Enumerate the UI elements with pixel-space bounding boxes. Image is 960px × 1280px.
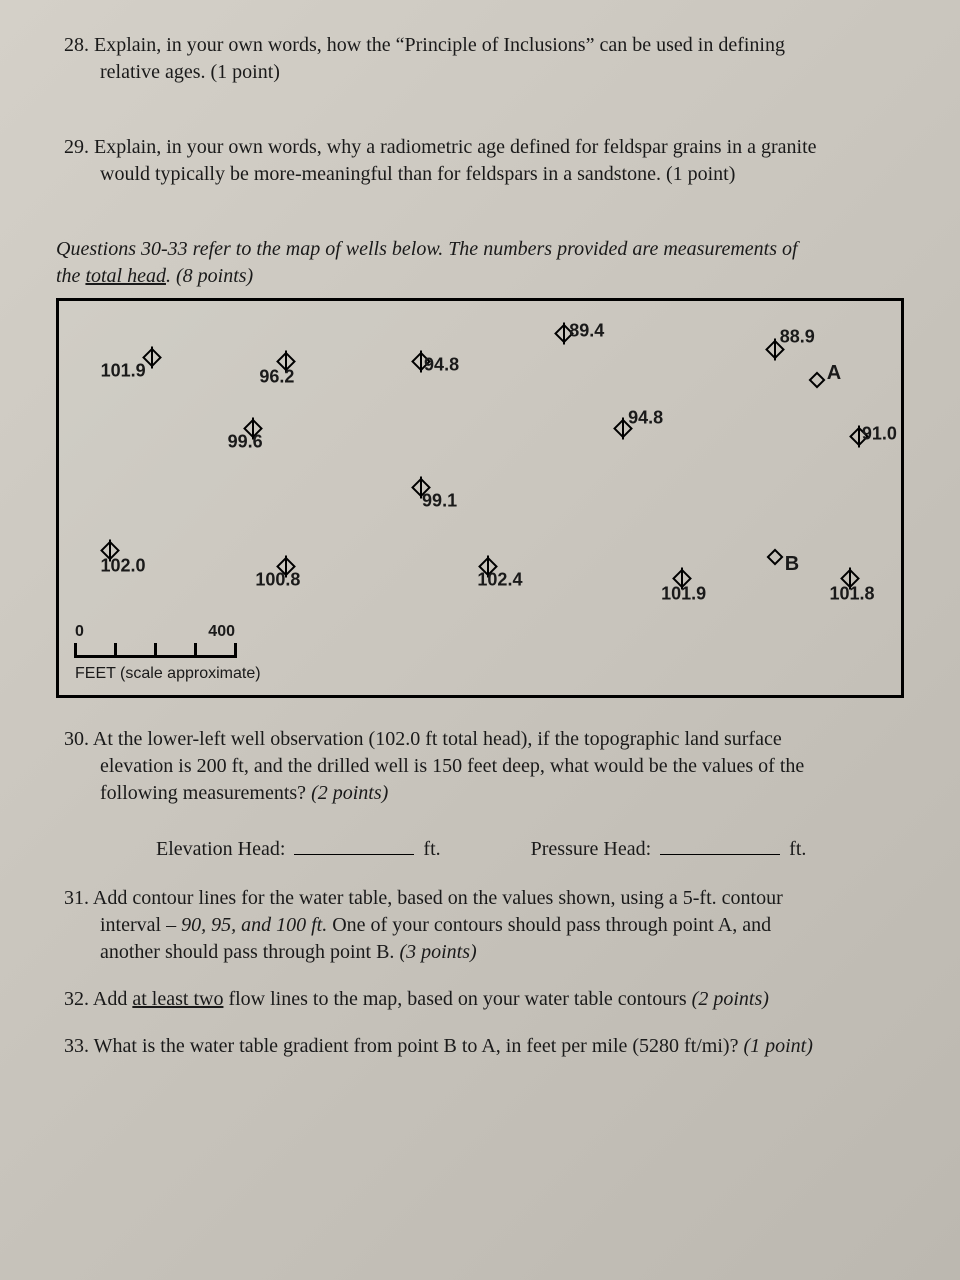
scale-left: 0 (75, 623, 84, 641)
q32-b: flow lines to the map, based on your wat… (223, 988, 691, 1010)
q28-line2: relative ages. (1 point) (100, 61, 280, 83)
q31-b: interval – (100, 914, 181, 936)
well-point: 101.8 (843, 571, 857, 590)
intro-b: the (56, 265, 85, 287)
well-label: 102.4 (477, 569, 522, 590)
well-label: 94.8 (424, 355, 459, 376)
q30-a: At the lower-left well observation (102.… (93, 728, 782, 750)
q29-text: 29. Explain, in your own words, why a ra… (100, 134, 904, 188)
q30-c: following measurements? (100, 782, 311, 804)
question-29: 29. Explain, in your own words, why a ra… (56, 134, 904, 188)
q31-num: 31. (64, 887, 89, 909)
q31-c: One of your contours should pass through… (327, 914, 771, 936)
well-point: 100.8 (279, 559, 293, 578)
q30-answers: Elevation Head: ft. Pressure Head: ft. (56, 835, 904, 861)
well-point: 102.4 (481, 559, 495, 578)
well-point: 101.9 (145, 351, 159, 370)
well-label: 101.8 (829, 583, 874, 604)
point-label-a: A (827, 362, 841, 385)
q28-text: 28. Explain, in your own words, how the … (100, 32, 904, 86)
well-point: 99.6 (246, 422, 260, 441)
scale-right: 400 (208, 623, 235, 641)
elev-head-label: Elevation Head: (156, 838, 285, 860)
q30-num: 30. (64, 728, 89, 750)
well-point: 96.2 (279, 355, 293, 374)
q32-pts: (2 points) (692, 988, 769, 1010)
well-point: 88.9 (768, 343, 782, 362)
q31-a: Add contour lines for the water table, b… (93, 887, 783, 909)
q32-a: Add (93, 988, 132, 1010)
point-label-b: B (785, 553, 799, 576)
well-marker-icon (145, 351, 159, 365)
press-head-label: Pressure Head: (531, 838, 652, 860)
well-point: 94.8 (616, 422, 630, 441)
well-label: 99.6 (228, 432, 263, 453)
q31-ital: 90, 95, and 100 ft. (181, 914, 327, 936)
q30-text: 30. At the lower-left well observation (… (100, 726, 904, 807)
intro-under: total head (85, 265, 166, 287)
intro-a: Questions 30-33 refer to the map of well… (56, 238, 798, 260)
point-marker-a (808, 371, 825, 388)
well-point: 102.0 (103, 544, 117, 563)
q31-d: another should pass through point B. (100, 941, 399, 963)
scale-nums: 0 400 (75, 623, 235, 641)
scale: 0 400 FEET (scale approximate) (75, 623, 261, 683)
q32-text: 32. Add at least two flow lines to the m… (100, 986, 904, 1013)
scale-caption: FEET (scale approximate) (75, 665, 261, 683)
well-label: 89.4 (569, 321, 604, 342)
q31-pts: (3 points) (399, 941, 476, 963)
press-head-blank[interactable] (660, 835, 780, 855)
well-point: 99.1 (414, 481, 428, 500)
q30-pts: (2 points) (311, 782, 388, 804)
well-label: 91.0 (862, 423, 897, 444)
q30-b: elevation is 200 ft, and the drilled wel… (100, 755, 804, 777)
scale-bar (75, 643, 235, 659)
well-label: 100.8 (255, 569, 300, 590)
question-30: 30. At the lower-left well observation (… (56, 726, 904, 807)
well-label: 101.9 (101, 361, 146, 382)
question-28: 28. Explain, in your own words, how the … (56, 32, 904, 86)
q29-line2: would typically be more-meaningful than … (100, 163, 735, 185)
well-point: 101.9 (675, 571, 689, 590)
well-label: 101.9 (661, 583, 706, 604)
well-point: 91.0 (852, 429, 866, 448)
q28-line1: Explain, in your own words, how the “Pri… (94, 34, 785, 56)
question-31: 31. Add contour lines for the water tabl… (56, 885, 904, 966)
q33-text: 33. What is the water table gradient fro… (100, 1033, 904, 1060)
q33-a: What is the water table gradient from po… (94, 1035, 744, 1057)
q33-pts: (1 point) (743, 1035, 812, 1057)
q28-num: 28. (64, 34, 89, 56)
q32-num: 32. (64, 988, 89, 1010)
intro-c: . (8 points) (166, 265, 253, 287)
well-point: 89.4 (557, 327, 571, 346)
q29-line1: Explain, in your own words, why a radiom… (94, 136, 817, 158)
q33-num: 33. (64, 1035, 89, 1057)
point-marker-b (766, 549, 783, 566)
elev-unit: ft. (423, 838, 440, 860)
elev-head-blank[interactable] (294, 835, 414, 855)
question-33: 33. What is the water table gradient fro… (56, 1033, 904, 1060)
q32-under: at least two (132, 988, 223, 1010)
q31-text: 31. Add contour lines for the water tabl… (100, 885, 904, 966)
q29-num: 29. (64, 136, 89, 158)
well-label: 99.1 (422, 491, 457, 512)
well-label: 96.2 (259, 367, 294, 388)
section-intro: Questions 30-33 refer to the map of well… (56, 236, 904, 290)
well-label: 88.9 (780, 327, 815, 348)
well-point: 94.8 (414, 355, 428, 374)
press-unit: ft. (789, 838, 806, 860)
well-map: 0 400 FEET (scale approximate) 101.9 96.2… (56, 298, 904, 698)
well-label: 94.8 (628, 408, 663, 429)
well-label: 102.0 (101, 556, 146, 577)
question-32: 32. Add at least two flow lines to the m… (56, 986, 904, 1013)
